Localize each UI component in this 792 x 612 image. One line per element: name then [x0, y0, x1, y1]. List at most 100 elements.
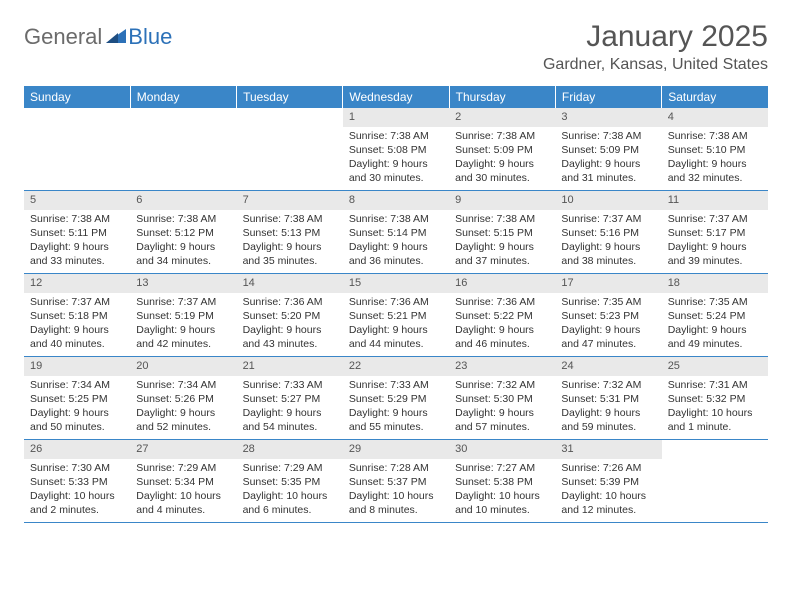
daylight-text: Daylight: 9 hours and 49 minutes. [668, 323, 762, 351]
day-details: Sunrise: 7:38 AMSunset: 5:12 PMDaylight:… [130, 210, 236, 273]
sunset-text: Sunset: 5:29 PM [349, 392, 443, 406]
sunrise-text: Sunrise: 7:30 AM [30, 461, 124, 475]
logo: General Blue [24, 24, 172, 50]
daylight-text: Daylight: 9 hours and 52 minutes. [136, 406, 230, 434]
day-details: Sunrise: 7:38 AMSunset: 5:13 PMDaylight:… [237, 210, 343, 273]
daylight-text: Daylight: 9 hours and 30 minutes. [349, 157, 443, 185]
sunset-text: Sunset: 5:26 PM [136, 392, 230, 406]
sunset-text: Sunset: 5:32 PM [668, 392, 762, 406]
daylight-text: Daylight: 10 hours and 2 minutes. [30, 489, 124, 517]
day-number: 19 [24, 357, 130, 376]
day-number: 20 [130, 357, 236, 376]
calendar-day-cell: 11Sunrise: 7:37 AMSunset: 5:17 PMDayligh… [662, 191, 768, 274]
day-details: Sunrise: 7:38 AMSunset: 5:14 PMDaylight:… [343, 210, 449, 273]
calendar-header-row: SundayMondayTuesdayWednesdayThursdayFrid… [24, 86, 768, 108]
day-number: 29 [343, 440, 449, 459]
day-details: Sunrise: 7:32 AMSunset: 5:30 PMDaylight:… [449, 376, 555, 439]
day-number: 9 [449, 191, 555, 210]
daylight-text: Daylight: 9 hours and 31 minutes. [561, 157, 655, 185]
sunset-text: Sunset: 5:11 PM [30, 226, 124, 240]
daylight-text: Daylight: 10 hours and 4 minutes. [136, 489, 230, 517]
sunset-text: Sunset: 5:22 PM [455, 309, 549, 323]
day-details: Sunrise: 7:37 AMSunset: 5:18 PMDaylight:… [24, 293, 130, 356]
sunrise-text: Sunrise: 7:28 AM [349, 461, 443, 475]
calendar-table: SundayMondayTuesdayWednesdayThursdayFrid… [24, 86, 768, 523]
day-number: 5 [24, 191, 130, 210]
daylight-text: Daylight: 9 hours and 54 minutes. [243, 406, 337, 434]
calendar-day-cell: 21Sunrise: 7:33 AMSunset: 5:27 PMDayligh… [237, 357, 343, 440]
calendar-day-cell: 16Sunrise: 7:36 AMSunset: 5:22 PMDayligh… [449, 274, 555, 357]
sunset-text: Sunset: 5:09 PM [455, 143, 549, 157]
sunrise-text: Sunrise: 7:37 AM [30, 295, 124, 309]
daylight-text: Daylight: 9 hours and 50 minutes. [30, 406, 124, 434]
sunrise-text: Sunrise: 7:38 AM [455, 129, 549, 143]
daylight-text: Daylight: 10 hours and 1 minute. [668, 406, 762, 434]
daylight-text: Daylight: 10 hours and 8 minutes. [349, 489, 443, 517]
calendar-day-cell: 24Sunrise: 7:32 AMSunset: 5:31 PMDayligh… [555, 357, 661, 440]
sunrise-text: Sunrise: 7:38 AM [243, 212, 337, 226]
calendar-empty-cell [662, 440, 768, 523]
daylight-text: Daylight: 9 hours and 36 minutes. [349, 240, 443, 268]
sunrise-text: Sunrise: 7:38 AM [561, 129, 655, 143]
sunrise-text: Sunrise: 7:26 AM [561, 461, 655, 475]
title-block: January 2025 Gardner, Kansas, United Sta… [543, 20, 768, 74]
calendar-day-cell: 14Sunrise: 7:36 AMSunset: 5:20 PMDayligh… [237, 274, 343, 357]
calendar-day-cell: 7Sunrise: 7:38 AMSunset: 5:13 PMDaylight… [237, 191, 343, 274]
sunrise-text: Sunrise: 7:33 AM [349, 378, 443, 392]
sunset-text: Sunset: 5:16 PM [561, 226, 655, 240]
day-details: Sunrise: 7:30 AMSunset: 5:33 PMDaylight:… [24, 459, 130, 522]
day-number: 17 [555, 274, 661, 293]
calendar-day-cell: 10Sunrise: 7:37 AMSunset: 5:16 PMDayligh… [555, 191, 661, 274]
day-number: 15 [343, 274, 449, 293]
calendar-week: 12Sunrise: 7:37 AMSunset: 5:18 PMDayligh… [24, 274, 768, 357]
daylight-text: Daylight: 10 hours and 12 minutes. [561, 489, 655, 517]
day-details: Sunrise: 7:28 AMSunset: 5:37 PMDaylight:… [343, 459, 449, 522]
day-number: 1 [343, 108, 449, 127]
day-details: Sunrise: 7:29 AMSunset: 5:34 PMDaylight:… [130, 459, 236, 522]
calendar-day-cell: 17Sunrise: 7:35 AMSunset: 5:23 PMDayligh… [555, 274, 661, 357]
day-details: Sunrise: 7:35 AMSunset: 5:24 PMDaylight:… [662, 293, 768, 356]
day-details: Sunrise: 7:38 AMSunset: 5:09 PMDaylight:… [555, 127, 661, 190]
calendar-week: 19Sunrise: 7:34 AMSunset: 5:25 PMDayligh… [24, 357, 768, 440]
day-number: 8 [343, 191, 449, 210]
calendar-day-cell: 23Sunrise: 7:32 AMSunset: 5:30 PMDayligh… [449, 357, 555, 440]
calendar-day-cell: 28Sunrise: 7:29 AMSunset: 5:35 PMDayligh… [237, 440, 343, 523]
daylight-text: Daylight: 9 hours and 42 minutes. [136, 323, 230, 351]
calendar-day-cell: 8Sunrise: 7:38 AMSunset: 5:14 PMDaylight… [343, 191, 449, 274]
sunset-text: Sunset: 5:18 PM [30, 309, 124, 323]
day-details: Sunrise: 7:35 AMSunset: 5:23 PMDaylight:… [555, 293, 661, 356]
calendar-week: 1Sunrise: 7:38 AMSunset: 5:08 PMDaylight… [24, 108, 768, 191]
day-number: 25 [662, 357, 768, 376]
day-details: Sunrise: 7:38 AMSunset: 5:11 PMDaylight:… [24, 210, 130, 273]
calendar-day-cell: 30Sunrise: 7:27 AMSunset: 5:38 PMDayligh… [449, 440, 555, 523]
sunset-text: Sunset: 5:20 PM [243, 309, 337, 323]
sunrise-text: Sunrise: 7:37 AM [136, 295, 230, 309]
weekday-header: Wednesday [343, 86, 449, 108]
daylight-text: Daylight: 9 hours and 43 minutes. [243, 323, 337, 351]
sunrise-text: Sunrise: 7:31 AM [668, 378, 762, 392]
day-details: Sunrise: 7:29 AMSunset: 5:35 PMDaylight:… [237, 459, 343, 522]
sunset-text: Sunset: 5:39 PM [561, 475, 655, 489]
daylight-text: Daylight: 9 hours and 30 minutes. [455, 157, 549, 185]
sunrise-text: Sunrise: 7:38 AM [30, 212, 124, 226]
day-number: 23 [449, 357, 555, 376]
calendar-day-cell: 13Sunrise: 7:37 AMSunset: 5:19 PMDayligh… [130, 274, 236, 357]
day-number: 12 [24, 274, 130, 293]
sunrise-text: Sunrise: 7:37 AM [668, 212, 762, 226]
daylight-text: Daylight: 9 hours and 59 minutes. [561, 406, 655, 434]
logo-text-general: General [24, 24, 102, 50]
day-details: Sunrise: 7:37 AMSunset: 5:19 PMDaylight:… [130, 293, 236, 356]
location-subtitle: Gardner, Kansas, United States [543, 56, 768, 74]
sunset-text: Sunset: 5:37 PM [349, 475, 443, 489]
day-details: Sunrise: 7:34 AMSunset: 5:26 PMDaylight:… [130, 376, 236, 439]
weekday-header: Thursday [449, 86, 555, 108]
day-details: Sunrise: 7:38 AMSunset: 5:10 PMDaylight:… [662, 127, 768, 190]
day-number: 30 [449, 440, 555, 459]
sunset-text: Sunset: 5:33 PM [30, 475, 124, 489]
daylight-text: Daylight: 9 hours and 57 minutes. [455, 406, 549, 434]
day-number: 14 [237, 274, 343, 293]
sunrise-text: Sunrise: 7:36 AM [455, 295, 549, 309]
day-number: 22 [343, 357, 449, 376]
sunrise-text: Sunrise: 7:33 AM [243, 378, 337, 392]
sunrise-text: Sunrise: 7:38 AM [668, 129, 762, 143]
